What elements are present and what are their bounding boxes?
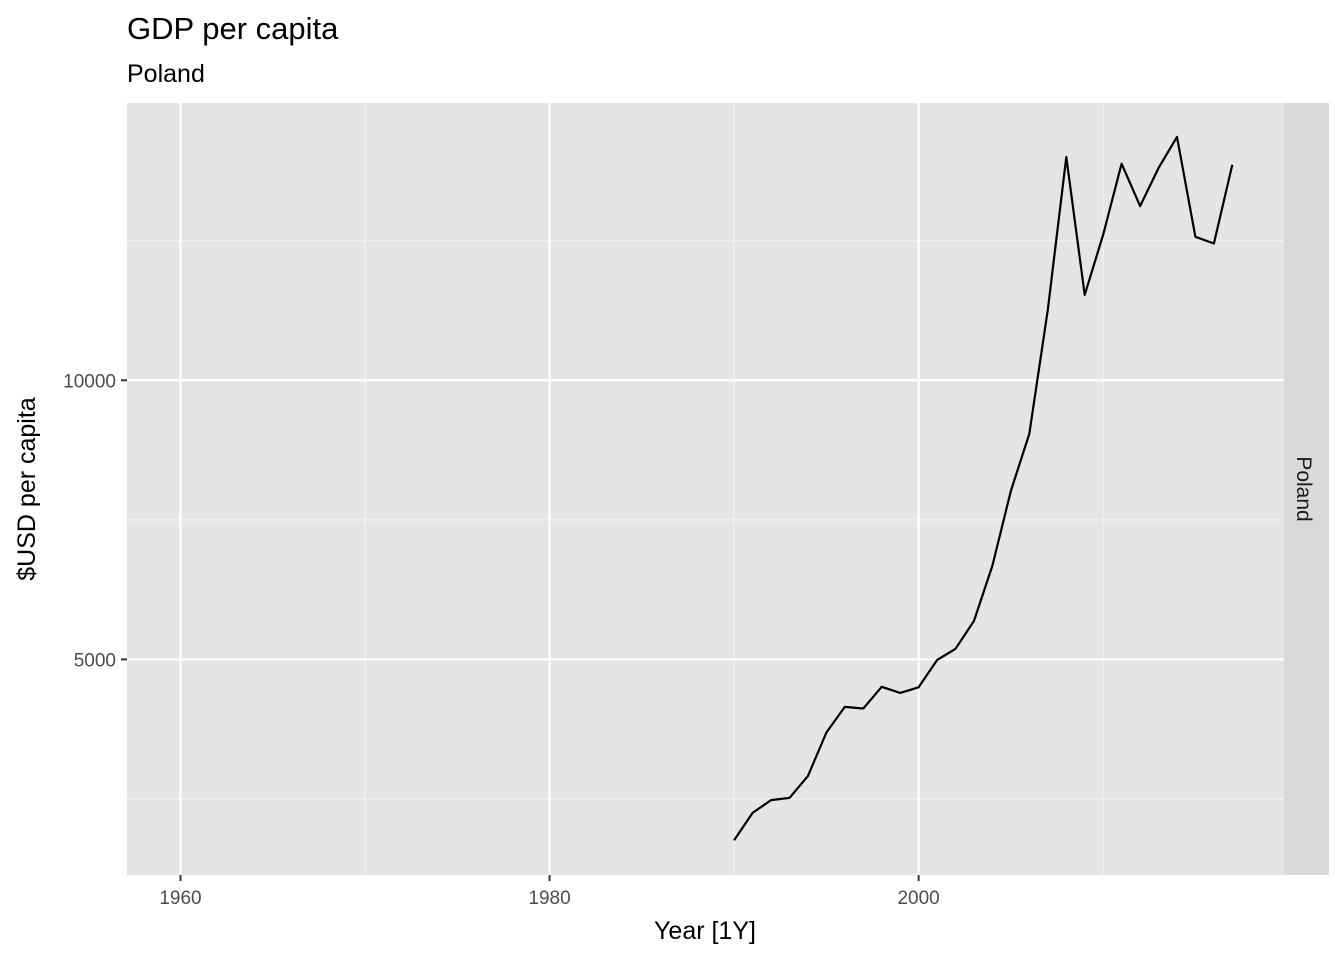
- y-tick-label-0: 5000: [74, 650, 116, 671]
- chart-subtitle: Poland: [127, 60, 205, 88]
- series-line-0: [733, 135, 1234, 841]
- x-tick-label-0: 1960: [159, 888, 201, 909]
- grid-major: [127, 103, 1284, 875]
- y-axis-ticks: 5000 10000: [63, 371, 127, 671]
- facet-strip: [1284, 103, 1329, 875]
- x-tick-label-1: 1980: [528, 888, 570, 909]
- chart-title: GDP per capita: [127, 11, 339, 46]
- plot-panel: [127, 103, 1284, 875]
- series-layer: [733, 135, 1234, 841]
- x-axis-ticks: 1960 1980 2000: [159, 875, 940, 909]
- x-tick-label-2: 2000: [897, 888, 939, 909]
- y-axis-title: $USD per capita: [13, 397, 41, 581]
- x-axis-title: Year [1Y]: [654, 917, 756, 945]
- y-tick-label-1: 10000: [63, 371, 116, 392]
- facet-strip-label: Poland: [1292, 456, 1315, 521]
